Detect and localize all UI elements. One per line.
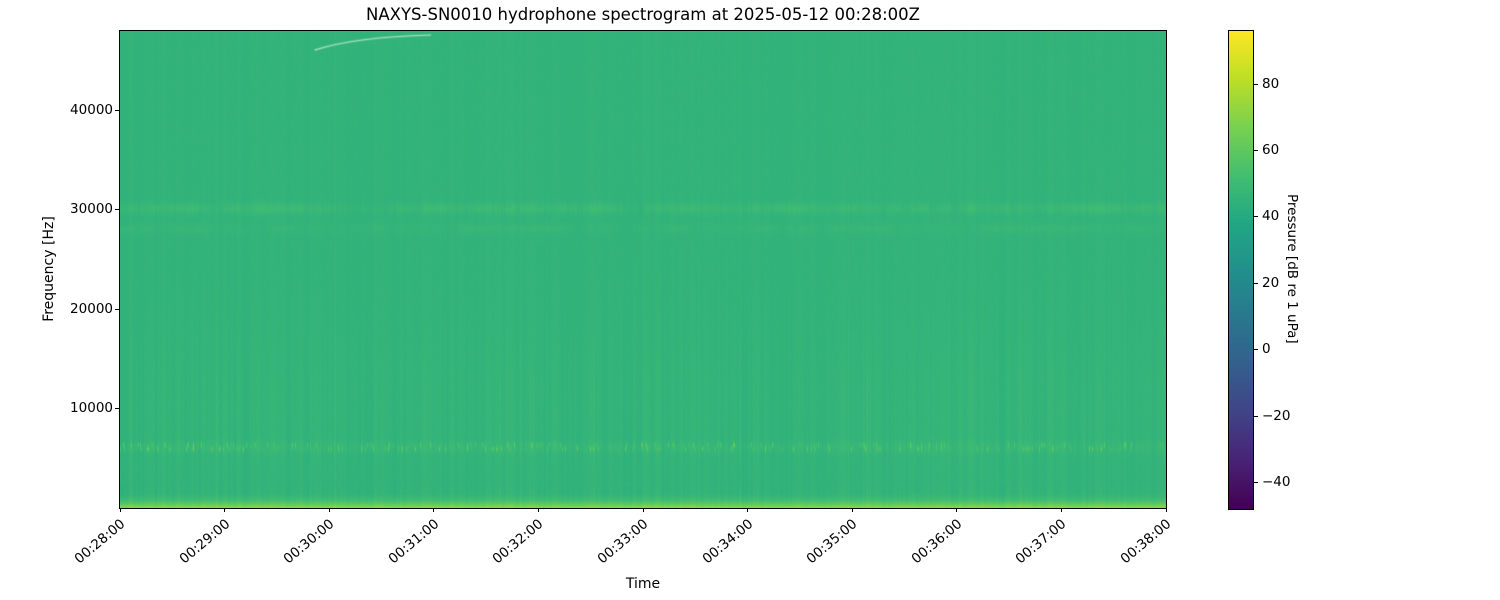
y-tick-label: 40000 (70, 102, 113, 118)
plot-area (119, 30, 1167, 509)
colorbar-tick-label: 80 (1262, 75, 1280, 92)
colorbar (1228, 30, 1254, 510)
x-tick-mark (1060, 508, 1062, 512)
colorbar-tick-mark (1254, 216, 1258, 218)
x-tick-mark (433, 508, 435, 512)
colorbar-tick-mark (1254, 83, 1258, 85)
colorbar-tick-label: 0 (1262, 341, 1271, 358)
colorbar-tick-mark (1254, 282, 1258, 284)
x-tick-mark (956, 508, 958, 512)
x-tick-mark (1165, 508, 1167, 512)
colorbar-tick-label: 60 (1262, 142, 1280, 158)
y-tick-label: 30000 (70, 201, 113, 218)
y-tick-mark (115, 308, 119, 310)
colorbar-tick-label: −40 (1262, 473, 1291, 490)
colorbar-gradient (1229, 31, 1253, 509)
chart-title: NAXYS-SN0010 hydrophone spectrogram at 2… (366, 5, 920, 24)
colorbar-tick-mark (1254, 415, 1258, 417)
x-tick-mark (119, 508, 121, 512)
y-tick-label: 10000 (70, 400, 113, 417)
y-tick-label: 20000 (70, 300, 113, 317)
x-axis-label: Time (625, 576, 661, 592)
colorbar-tick-mark (1254, 481, 1258, 483)
x-tick-mark (642, 508, 644, 512)
x-tick-mark (537, 508, 539, 512)
y-tick-mark (115, 408, 119, 410)
x-tick-mark (328, 508, 330, 512)
y-tick-mark (115, 209, 119, 211)
x-tick-mark (851, 508, 853, 512)
colorbar-tick-label: 40 (1262, 208, 1280, 225)
x-tick-mark (224, 508, 226, 512)
colorbar-tick-mark (1254, 349, 1258, 351)
colorbar-tick-mark (1254, 150, 1258, 151)
colorbar-tick-label: −20 (1262, 407, 1291, 424)
y-tick-mark (115, 110, 119, 111)
x-tick-label: 00:28:00 (71, 516, 129, 568)
x-tick-mark (747, 508, 749, 512)
colorbar-tick-label: 20 (1262, 274, 1280, 291)
spectrogram-heatmap (120, 31, 1166, 508)
colorbar-label: Pressure [dB re 1 uPa] (1284, 194, 1300, 344)
